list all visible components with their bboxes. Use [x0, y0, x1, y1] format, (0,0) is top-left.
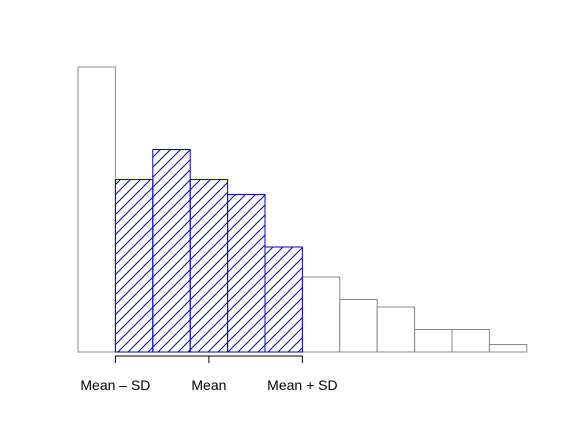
bars-group [77, 66, 528, 353]
histogram-bar-highlighted-4 [189, 179, 229, 353]
histogram-bar-highlighted-3 [152, 149, 191, 353]
histogram-bar-12 [488, 344, 528, 353]
x-axis-tick-label-2: Mean [191, 377, 226, 393]
histogram-bar-8 [339, 299, 378, 353]
histogram-bar-9 [376, 306, 416, 353]
x-axis-tick-label-1: Mean – SD [80, 377, 150, 393]
histogram-bar-11 [451, 329, 490, 353]
histogram-bar-highlighted-5 [227, 194, 266, 353]
x-axis-tick-label-3: Mean + SD [267, 377, 337, 393]
x-axis: Mean – SD Mean Mean + SD [80, 355, 338, 393]
histogram-bar-1 [77, 66, 116, 353]
histogram-bar-highlighted-6 [264, 246, 303, 353]
histogram-bar-7 [301, 276, 341, 353]
histogram-bar-highlighted-2 [114, 179, 154, 353]
histogram-bar-10 [414, 329, 453, 353]
